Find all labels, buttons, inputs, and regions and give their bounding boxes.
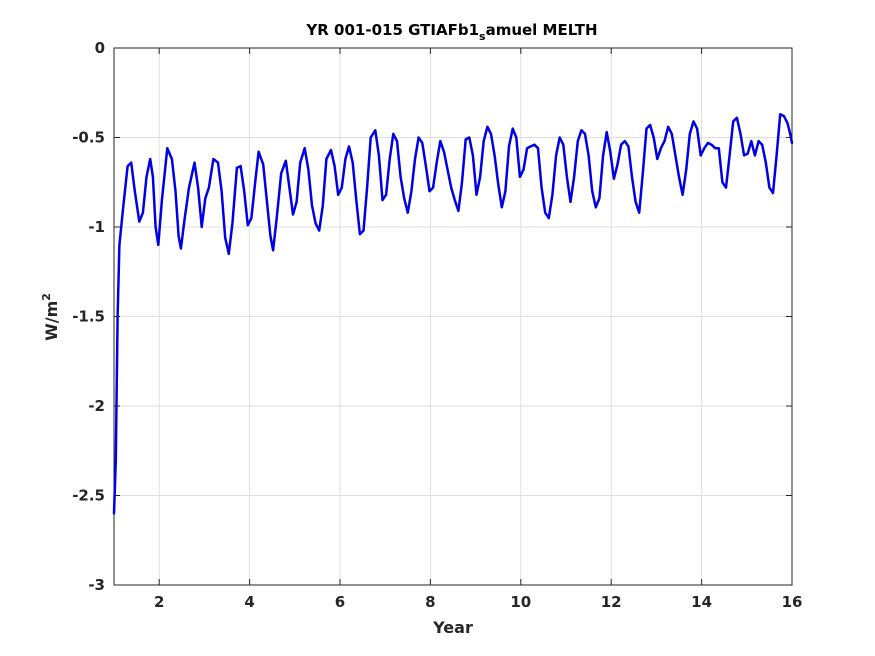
series-layer [112, 112, 794, 515]
x-tick-label: 4 [244, 593, 254, 611]
y-tick-label: 0 [95, 39, 105, 57]
y-tick-label: -3 [88, 576, 105, 594]
y-axis-title-superscript: 2 [40, 293, 53, 301]
y-tick-label: -0.5 [72, 129, 105, 147]
series-line [112, 112, 794, 515]
y-tick-label: -2 [88, 397, 105, 415]
y-axis-title-main: W/m [42, 301, 61, 341]
y-axis-title: W/m2 [40, 293, 61, 341]
y-tick-label: -2.5 [72, 487, 105, 505]
y-tick-label: -1.5 [72, 308, 105, 326]
x-ticks: 2 4 6 8 10 12 14 16 [154, 48, 802, 611]
x-tick-label: 6 [335, 593, 345, 611]
y-ticks: -3 -2.5 -2 -1.5 -1 -0.5 0 [72, 39, 792, 594]
grid [114, 47, 793, 586]
x-tick-label: 10 [510, 593, 531, 611]
chart-title-main: YR 001-015 GTIAFb1 [305, 21, 479, 39]
chart-title-rest: amuel MELTH [486, 21, 598, 39]
x-tick-label: 8 [425, 593, 435, 611]
x-tick-label: 2 [154, 593, 164, 611]
y-tick-label: -1 [88, 218, 105, 236]
x-axis-title: Year [432, 618, 473, 637]
x-tick-label: 14 [691, 593, 712, 611]
chart-title: YR 001-015 GTIAFb1samuel MELTH [305, 21, 597, 43]
x-tick-label: 16 [782, 593, 803, 611]
chart-title-subscript: s [479, 30, 486, 43]
x-tick-label: 12 [601, 593, 622, 611]
